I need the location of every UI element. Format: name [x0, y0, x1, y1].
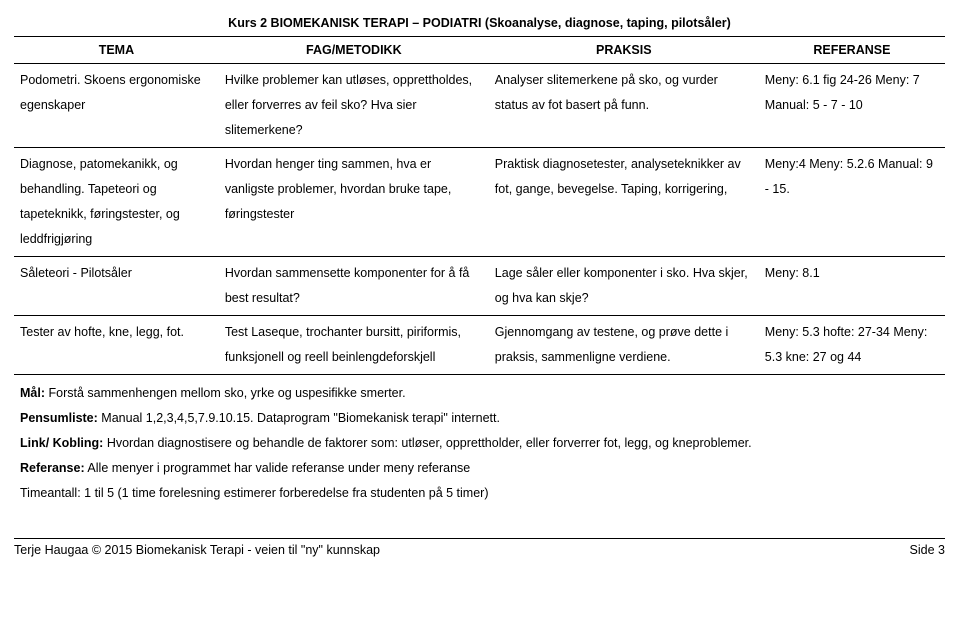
- table-row: Tester av hofte, kne, legg, fot. Test La…: [14, 316, 945, 375]
- col-referanse: REFERANSE: [759, 37, 945, 64]
- col-praksis: PRAKSIS: [489, 37, 759, 64]
- cell-ref: Meny:4 Meny: 5.2.6 Manual: 9 - 15.: [759, 148, 945, 257]
- table-row: Diagnose, patomekanikk, og behandling. T…: [14, 148, 945, 257]
- ref-label: Referanse:: [20, 461, 85, 475]
- table-header-row: TEMA FAG/METODIKK PRAKSIS REFERANSE: [14, 37, 945, 64]
- cell-tema: Tester av hofte, kne, legg, fot.: [14, 316, 219, 375]
- cell-fag: Hvordan henger ting sammen, hva er vanli…: [219, 148, 489, 257]
- pensum-line: Pensumliste: Manual 1,2,3,4,5,7.9.10.15.…: [20, 406, 939, 431]
- cell-praksis: Lage såler eller komponenter i sko. Hva …: [489, 257, 759, 316]
- time-line: Timeantall: 1 til 5 (1 time forelesning …: [20, 481, 939, 506]
- cell-praksis: Gjennomgang av testene, og prøve dette i…: [489, 316, 759, 375]
- goal-text: Forstå sammenhengen mellom sko, yrke og …: [48, 386, 405, 400]
- cell-ref: Meny: 5.3 hofte: 27-34 Meny: 5.3 kne: 27…: [759, 316, 945, 375]
- link-line: Link/ Kobling: Hvordan diagnostisere og …: [20, 431, 939, 456]
- footer-left: Terje Haugaa © 2015 Biomekanisk Terapi -…: [14, 543, 380, 557]
- cell-ref: Meny: 8.1: [759, 257, 945, 316]
- page-footer: Terje Haugaa © 2015 Biomekanisk Terapi -…: [14, 538, 945, 557]
- goals-row: Mål: Forstå sammenhengen mellom sko, yrk…: [14, 375, 945, 511]
- cell-tema: Podometri. Skoens ergonomiske egenskaper: [14, 64, 219, 148]
- footer-right: Side 3: [910, 543, 945, 557]
- cell-praksis: Praktisk diagnosetester, analyseteknikke…: [489, 148, 759, 257]
- col-fag: FAG/METODIKK: [219, 37, 489, 64]
- goals-cell: Mål: Forstå sammenhengen mellom sko, yrk…: [14, 375, 945, 511]
- table-row: Podometri. Skoens ergonomiske egenskaper…: [14, 64, 945, 148]
- cell-praksis: Analyser slitemerkene på sko, og vurder …: [489, 64, 759, 148]
- goal-label: Mål:: [20, 386, 45, 400]
- course-header: Kurs 2 BIOMEKANISK TERAPI – PODIATRI (Sk…: [14, 10, 945, 37]
- col-tema: TEMA: [14, 37, 219, 64]
- pensum-text: Manual 1,2,3,4,5,7.9.10.15. Dataprogram …: [101, 411, 500, 425]
- cell-ref: Meny: 6.1 fig 24-26 Meny: 7 Manual: 5 - …: [759, 64, 945, 148]
- ref-line: Referanse: Alle menyer i programmet har …: [20, 456, 939, 481]
- cell-tema: Diagnose, patomekanikk, og behandling. T…: [14, 148, 219, 257]
- table-row: Såleteori - Pilotsåler Hvordan sammenset…: [14, 257, 945, 316]
- ref-text: Alle menyer i programmet har valide refe…: [87, 461, 470, 475]
- cell-fag: Hvordan sammensette komponenter for å få…: [219, 257, 489, 316]
- cell-tema: Såleteori - Pilotsåler: [14, 257, 219, 316]
- pensum-label: Pensumliste:: [20, 411, 98, 425]
- course-table: TEMA FAG/METODIKK PRAKSIS REFERANSE Podo…: [14, 37, 945, 510]
- link-text: Hvordan diagnostisere og behandle de fak…: [107, 436, 752, 450]
- cell-fag: Test Laseque, trochanter bursitt, pirifo…: [219, 316, 489, 375]
- goal-line: Mål: Forstå sammenhengen mellom sko, yrk…: [20, 381, 939, 406]
- cell-fag: Hvilke problemer kan utløses, oppretthol…: [219, 64, 489, 148]
- link-label: Link/ Kobling:: [20, 436, 103, 450]
